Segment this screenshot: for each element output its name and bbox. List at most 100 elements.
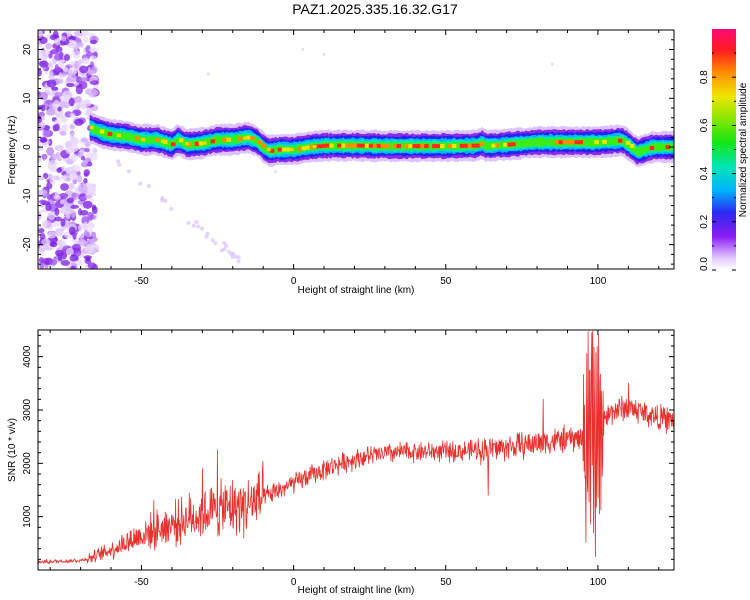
ridge-core-cell — [439, 144, 445, 149]
spectrogram-noise-cell — [44, 246, 53, 251]
ridge-core-cell — [372, 143, 378, 148]
ridge-core-cell — [360, 143, 366, 148]
ridge-core-cell — [495, 143, 500, 148]
y-tick-label: 3000 — [22, 398, 33, 421]
spectrogram-speckle — [160, 196, 165, 201]
spectrogram-noise-cell — [82, 159, 89, 165]
spectrogram-speckle — [196, 224, 201, 229]
spectrogram-noise-cell — [84, 147, 90, 153]
ridge-core-cell — [574, 140, 579, 145]
ridge-core-cell — [416, 144, 421, 149]
ridge-core-cell — [160, 139, 165, 143]
spectrogram-speckle — [236, 259, 241, 264]
ridge-core-cell — [281, 147, 287, 152]
spectrogram-noise-cell — [41, 258, 51, 265]
spectrogram-noise-cell — [42, 153, 47, 161]
snr-y-axis-label: SNR (10 * v/v) — [7, 418, 18, 482]
ridge-core-cell — [141, 138, 146, 142]
spectrogram-noise-cell — [90, 237, 96, 244]
y-tick-label: 0 — [22, 144, 33, 150]
spectrogram-noise-cell — [58, 72, 63, 80]
ridge-core-cell — [420, 144, 425, 149]
snr-x-axis-label: Height of straight line (km) — [298, 585, 415, 596]
ridge-core-cell — [222, 137, 227, 142]
ridge-core-cell — [562, 140, 568, 145]
ridge-core-cell — [436, 144, 441, 149]
spectrogram-noise-cell — [92, 147, 98, 154]
spectrogram-noise-cell — [69, 138, 79, 145]
ridge-core-cell — [226, 138, 231, 142]
spectrogram-ridge — [89, 111, 674, 168]
spectrogram-noise-cell — [54, 191, 60, 199]
ridge-core-cell — [198, 141, 204, 146]
ridge-core-cell — [475, 143, 481, 148]
spectrogram-noise-cell — [57, 59, 65, 68]
spectrogram-noise-cell — [47, 211, 56, 220]
ridge-core-cell — [312, 145, 317, 149]
spectrogram-noise-cell — [38, 146, 44, 151]
spectrogram-speckle — [222, 241, 227, 246]
ridge-core-cell — [337, 143, 342, 148]
ridge-core-cell — [163, 139, 168, 144]
spectrogram-noise-cell — [85, 256, 91, 262]
ridge-core-cell — [376, 143, 382, 148]
y-tick-label: -20 — [22, 237, 33, 252]
spectrogram-noise-cell — [51, 86, 59, 91]
spectrogram-noise-cell — [78, 193, 88, 202]
ridge-core-cell — [317, 144, 322, 149]
spectrogram-noise-cell — [84, 244, 95, 254]
ridge-core-cell — [321, 143, 326, 148]
spectrogram-plot — [38, 30, 674, 269]
spectrogram-noise-cell — [65, 82, 75, 88]
spectrogram-noise-cell — [60, 175, 67, 180]
spectrogram-speckle — [117, 162, 122, 167]
ridge-core-cell — [558, 140, 564, 145]
spectrogram-noise-cell — [48, 71, 54, 76]
ridge-core-cell — [246, 135, 251, 140]
colorbar-tick-label: 0.6 — [699, 118, 710, 132]
spectrogram-speckle — [169, 206, 174, 211]
ridge-core-cell — [170, 142, 176, 147]
x-tick-label: 50 — [440, 276, 452, 287]
spectrogram-speckle — [210, 238, 215, 243]
ridge-core-cell — [99, 129, 105, 134]
ridge-core-cell — [243, 136, 248, 140]
spectrogram-noise-cell — [40, 137, 48, 143]
spectrogram-noise-cell — [59, 208, 66, 214]
ridge-core-cell — [345, 143, 350, 148]
ridge-core-cell — [412, 144, 417, 149]
colorbar-tick-label: 0.2 — [699, 214, 710, 228]
ridge-core-cell — [285, 147, 291, 152]
spectrogram-noise-cell — [41, 238, 51, 247]
ridge-core-cell — [396, 144, 401, 149]
spectrogram-noise-cell — [80, 209, 89, 216]
spectrogram-noise-cell — [83, 221, 88, 230]
spectrogram-speckle — [138, 181, 143, 186]
spectrogram-noise-cell — [69, 143, 79, 153]
spectrogram-noise-cell — [63, 66, 69, 73]
spectrogram-noise-cell — [71, 192, 77, 200]
colorbar-bar — [712, 29, 736, 270]
spectrogram-noise-cell — [39, 60, 49, 68]
spectrogram-noise-cell — [38, 199, 48, 204]
spectrogram-noise-cell — [83, 36, 89, 43]
spectrogram-noise-cell — [49, 259, 58, 266]
x-tick-label: -50 — [134, 577, 149, 588]
spectrogram-noise-cell — [45, 203, 52, 211]
ridge-core-cell — [266, 147, 271, 152]
spectrogram-noise-cell — [66, 210, 71, 219]
spectrogram-noise-cell — [54, 123, 60, 132]
ridge-core-cell — [269, 148, 275, 153]
ridge-core-cell — [210, 139, 216, 144]
spectrogram-noise-cell — [52, 221, 60, 227]
spectrogram-x-axis-label: Height of straight line (km) — [298, 285, 415, 296]
spectrogram-noise-cell — [87, 262, 97, 269]
spectrogram-noise-cell — [83, 178, 88, 184]
ridge-core-cell — [349, 143, 354, 148]
ridge-core-cell — [238, 136, 243, 141]
spectrogram-noise-cell — [38, 68, 42, 77]
spectrogram-noise-cell — [89, 80, 99, 86]
spectrogram-noise-cell — [65, 247, 74, 256]
spectrogram-noise-cell — [45, 110, 56, 116]
colorbar-label: Normalized spectral amplitude — [738, 82, 749, 217]
